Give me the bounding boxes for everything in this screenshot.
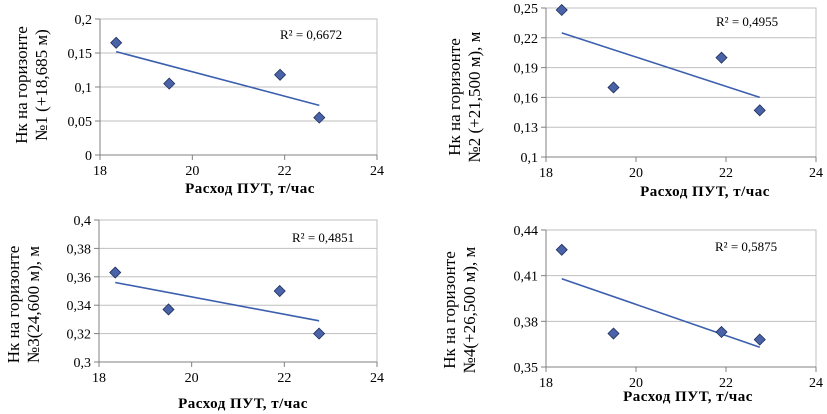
- x-tick-label: 24: [370, 371, 384, 386]
- x-tick-label: 20: [185, 371, 199, 386]
- y-tick-label: 0,36: [67, 271, 92, 286]
- x-tick-label: 20: [629, 376, 643, 391]
- plot-frame-2: [545, 7, 817, 158]
- chart-panel-2: 0,1 0,13 0,16 0,19 0,22 0,25 18 20 22 24 Нк на го…: [420, 0, 827, 207]
- chart-panel-4: 0,35 0,38 0,41 0,44 18 20 22 24 Нк на горизонте…: [420, 207, 827, 414]
- data-point-4-2: [607, 327, 620, 340]
- trend-line-1: [115, 50, 320, 107]
- y-axis-label-1-line1: Нк на горизонте: [12, 26, 31, 144]
- x-tick-label: 18: [539, 166, 553, 181]
- y-tick-label: 0: [85, 149, 92, 164]
- y-tick-label: 0,1: [521, 151, 539, 166]
- data-point-3-1: [109, 266, 122, 279]
- r-squared-label-2: R² = 0,4955: [716, 14, 779, 29]
- r-squared-label-3: R² = 0,4851: [292, 230, 355, 245]
- trend-line-4: [561, 277, 761, 348]
- data-point-1-2: [163, 77, 176, 90]
- y-tick-label: 0,22: [514, 32, 539, 47]
- data-point-4-3: [715, 325, 728, 339]
- data-point-1-1: [110, 36, 123, 49]
- y-axis-label-4-line2: №4(+26,500 м), м: [460, 246, 479, 374]
- y-axis-label-4: Нк на горизонте №4(+26,500 м), м: [440, 215, 480, 405]
- y-tick-label: 0,16: [514, 91, 539, 106]
- r-squared-label-4: R² = 0,5875: [715, 239, 778, 254]
- y-tick-label: 0,25: [514, 2, 539, 17]
- data-point-1-4: [313, 111, 326, 124]
- x-tick-label: 18: [539, 376, 553, 391]
- y-axis-label-2-line1: Нк на горизонте: [445, 38, 464, 156]
- y-tick-label: 0,38: [514, 315, 539, 330]
- chart-panel-3: 0,3 0,32 0,34 0,36 0,38 0,4 18 20 22 24 Нк на гор…: [0, 207, 405, 414]
- x-tick-label: 20: [185, 164, 199, 179]
- chart-plot-4: 0,35 0,38 0,41 0,44 18 20 22 24: [514, 224, 824, 391]
- x-tick-label: 20: [629, 166, 643, 181]
- y-tick-label: 0,4: [74, 214, 92, 229]
- x-axis-label-4: Расход ПУТ, т/час: [623, 389, 753, 405]
- y-axis-label-3: Нк на горизонте №3(24,600 м), м: [4, 207, 44, 402]
- x-axis-label-2: Расход ПУТ, т/час: [640, 184, 770, 200]
- y-tick-label: 0,34: [67, 299, 92, 314]
- chart-plot-3: 0,3 0,32 0,34 0,36 0,38 0,4 18 20 22 24: [67, 214, 385, 386]
- y-tick-label: 0,05: [68, 115, 93, 130]
- data-point-2-1: [555, 3, 568, 17]
- y-tick-label: 0,41: [514, 270, 539, 285]
- y-axis-label-2-line2: №2 (+21,500 м), м: [465, 31, 484, 163]
- x-tick-label: 22: [278, 164, 292, 179]
- data-point-1-3: [273, 68, 287, 81]
- trend-line-2: [561, 32, 760, 99]
- data-point-2-4: [753, 104, 766, 117]
- x-tick-label: 24: [809, 376, 823, 391]
- chart-plot-1: 0 0,05 0,1 0,15 0,2 18 20 22 24: [68, 13, 385, 179]
- y-tick-label: 0,13: [514, 121, 539, 136]
- y-tick-label: 0,2: [75, 13, 93, 28]
- data-point-2-2: [607, 81, 620, 94]
- y-axis-label-3-line2: №3(24,600 м), м: [24, 245, 43, 364]
- y-axis-label-1: Нк на горизонте №1 (+18,685 м): [12, 0, 52, 170]
- y-tick-label: 0,3: [74, 356, 92, 371]
- y-axis-label-3-line1: Нк на горизонте: [4, 245, 23, 364]
- y-tick-label: 0,19: [514, 62, 539, 77]
- x-tick-label: 24: [370, 164, 384, 179]
- r-squared-label-1: R² = 0,6672: [280, 27, 343, 42]
- y-axis-label-2: Нк на горизонте №2 (+21,500 м), м: [445, 2, 485, 192]
- x-axis-label-1: Расход ПУТ, т/час: [185, 181, 315, 197]
- chart-plot-2: 0,1 0,13 0,16 0,19 0,22 0,25 18 20 22 24: [514, 2, 824, 181]
- x-axis-label-3: Расход ПУТ, т/час: [178, 396, 308, 412]
- x-tick-label: 22: [719, 376, 733, 391]
- data-point-3-4: [313, 327, 326, 340]
- chart-panel-1: 0 0,05 0,1 0,15 0,2 18 20 22 24 Нк на горизонте …: [0, 0, 405, 207]
- y-axis-label-4-line1: Нк на горизонте: [440, 251, 459, 369]
- data-point-3-2: [162, 303, 175, 316]
- y-tick-label: 0,38: [67, 242, 92, 257]
- x-tick-label: 18: [92, 371, 106, 386]
- x-tick-label: 24: [809, 166, 823, 181]
- y-tick-label: 0,32: [67, 328, 92, 343]
- x-tick-label: 18: [93, 164, 107, 179]
- y-tick-label: 0,35: [514, 361, 539, 376]
- y-tick-label: 0,1: [75, 81, 93, 96]
- y-tick-label: 0,15: [68, 47, 93, 62]
- trend-line-3: [115, 281, 320, 322]
- x-tick-label: 22: [277, 371, 291, 386]
- y-tick-label: 0,44: [514, 224, 539, 239]
- data-point-3-3: [273, 284, 286, 298]
- x-tick-label: 22: [719, 166, 733, 181]
- data-point-2-3: [715, 51, 728, 64]
- y-axis-label-1-line2: №1 (+18,685 м): [32, 29, 51, 141]
- data-point-4-1: [555, 243, 568, 256]
- data-point-4-4: [753, 333, 766, 346]
